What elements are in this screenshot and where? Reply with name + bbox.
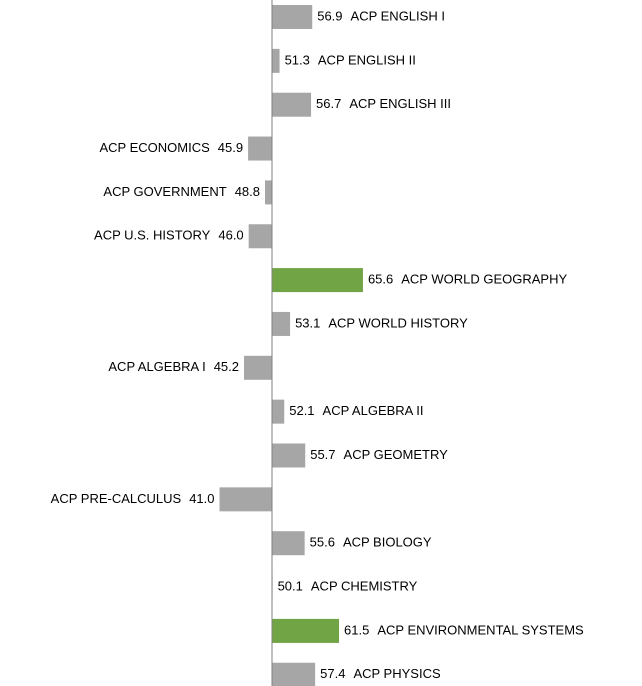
category-label: ACP ENGLISH III [349, 96, 451, 111]
bar [272, 5, 313, 29]
value-label: 52.1 [289, 403, 314, 418]
value-label: 53.1 [295, 315, 320, 330]
value-label: 57.4 [320, 666, 345, 681]
category-label: ACP PHYSICS [353, 666, 441, 681]
category-label: ACP PRE-CALCULUS [51, 491, 182, 506]
value-label: 45.9 [218, 140, 243, 155]
bar [219, 487, 272, 512]
bar [248, 136, 272, 161]
bar [272, 399, 285, 424]
category-label: ACP ENGLISH II [318, 52, 416, 67]
bar [272, 443, 306, 468]
category-label: ACP GEOMETRY [344, 447, 449, 462]
value-label: 55.7 [310, 447, 335, 462]
category-label: ACP U.S. HISTORY [94, 228, 211, 243]
bar [272, 662, 316, 686]
category-label: ACP GOVERNMENT [103, 184, 226, 199]
value-label: 48.8 [235, 184, 260, 199]
value-label: 56.7 [316, 96, 341, 111]
category-label: ACP CHEMISTRY [311, 578, 418, 593]
bar [248, 224, 272, 249]
category-label: ACP ALGEBRA II [323, 403, 424, 418]
category-label: ACP WORLD GEOGRAPHY [401, 272, 567, 287]
bar [272, 531, 305, 556]
category-label: ACP WORLD HISTORY [328, 315, 468, 330]
value-label: 51.3 [285, 52, 310, 67]
category-label: ACP BIOLOGY [343, 535, 432, 550]
value-label: 50.1 [278, 578, 303, 593]
value-label: 65.6 [368, 272, 393, 287]
bar [272, 48, 280, 73]
value-label: 56.9 [317, 8, 342, 23]
category-label: ACP ALGEBRA I [108, 359, 205, 374]
category-label: ACP ECONOMICS [100, 140, 211, 155]
bar [272, 268, 363, 293]
bar [272, 618, 340, 643]
bar [244, 355, 272, 380]
bar [272, 311, 291, 336]
value-label: 46.0 [218, 228, 243, 243]
value-label: 55.6 [310, 535, 335, 550]
category-label: ACP ENVIRONMENTAL SYSTEMS [377, 622, 584, 637]
value-label: 45.2 [214, 359, 239, 374]
category-label: ACP ENGLISH I [351, 8, 445, 23]
value-label: 41.0 [189, 491, 214, 506]
value-label: 61.5 [344, 622, 369, 637]
bar [272, 92, 312, 117]
bar [265, 180, 272, 205]
